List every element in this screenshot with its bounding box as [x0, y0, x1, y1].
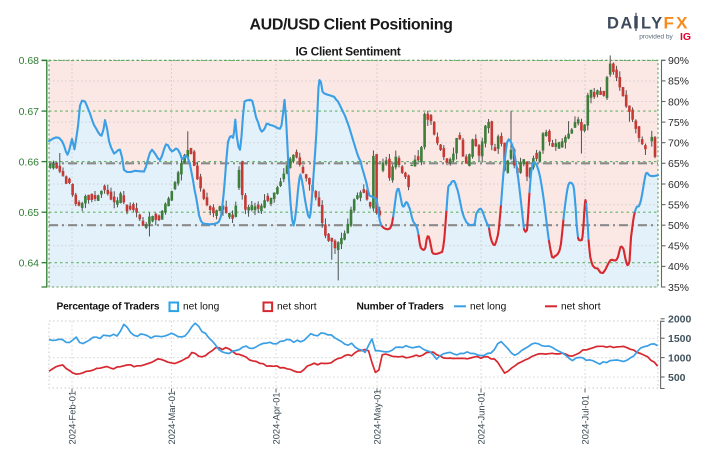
svg-text:Number of Traders: Number of Traders: [357, 302, 445, 313]
svg-text:75%: 75%: [668, 117, 689, 129]
svg-text:2024-May-01: 2024-May-01: [372, 389, 383, 444]
svg-text:45%: 45%: [668, 241, 689, 253]
svg-text:65%: 65%: [668, 158, 689, 170]
svg-text:net short: net short: [561, 302, 601, 313]
svg-text:0.64: 0.64: [19, 257, 40, 269]
svg-text:0.67: 0.67: [19, 106, 40, 118]
svg-text:2024-Apr-01: 2024-Apr-01: [271, 392, 282, 444]
svg-text:80%: 80%: [668, 96, 689, 108]
svg-text:500: 500: [668, 372, 686, 384]
svg-text:Percentage of Traders: Percentage of Traders: [57, 302, 160, 313]
svg-text:2024-Jul-01: 2024-Jul-01: [580, 395, 591, 445]
svg-text:2000: 2000: [668, 314, 692, 326]
svg-text:55%: 55%: [668, 199, 689, 211]
svg-text:net long: net long: [183, 302, 220, 313]
svg-text:provided by: provided by: [639, 34, 673, 41]
svg-text:net long: net long: [470, 302, 507, 313]
svg-text:net short: net short: [277, 302, 317, 313]
svg-text:FX: FX: [664, 13, 690, 32]
svg-text:2024-Feb-01: 2024-Feb-01: [67, 391, 78, 445]
svg-text:0.65: 0.65: [19, 207, 40, 219]
svg-text:AUD/USD Client Positioning: AUD/USD Client Positioning: [250, 17, 453, 34]
svg-text:IG: IG: [680, 31, 691, 43]
svg-text:60%: 60%: [668, 179, 689, 191]
svg-text:IG Client Sentiment: IG Client Sentiment: [296, 45, 401, 59]
svg-text:90%: 90%: [668, 55, 689, 67]
svg-text:0.66: 0.66: [19, 156, 40, 168]
svg-text:85%: 85%: [668, 76, 689, 88]
svg-text:1500: 1500: [668, 333, 692, 345]
svg-text:LY: LY: [641, 14, 664, 32]
svg-text:DA: DA: [607, 14, 634, 32]
svg-text:40%: 40%: [668, 261, 689, 273]
svg-text:0.68: 0.68: [19, 55, 40, 67]
svg-text:2024-Mar-01: 2024-Mar-01: [166, 391, 177, 445]
svg-text:50%: 50%: [668, 220, 689, 232]
svg-text:35%: 35%: [668, 282, 689, 294]
svg-text:1000: 1000: [668, 352, 692, 364]
svg-text:70%: 70%: [668, 138, 689, 150]
svg-text:2024-Jun-01: 2024-Jun-01: [476, 392, 487, 445]
